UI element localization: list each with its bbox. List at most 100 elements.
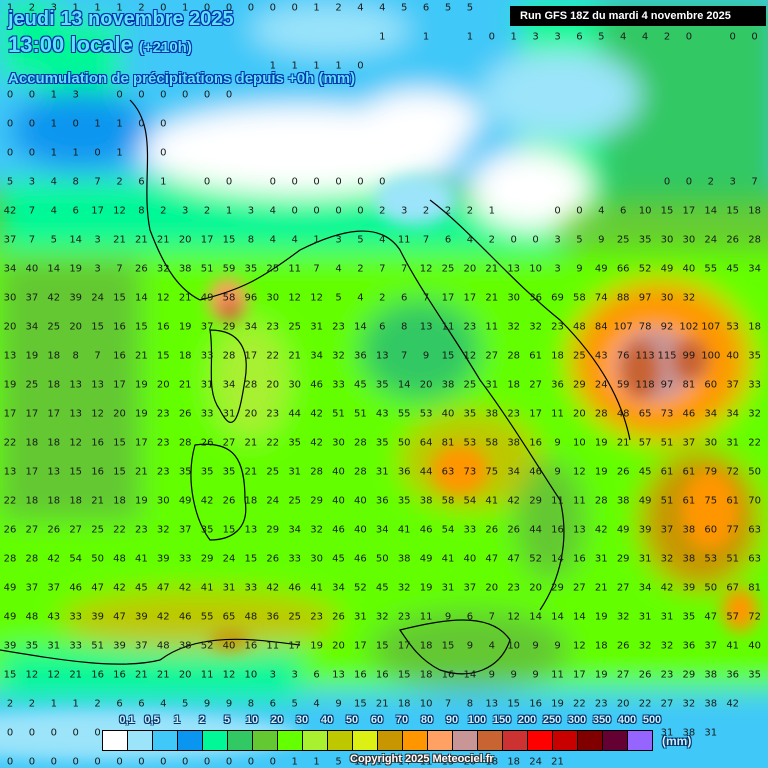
grid-value: 22 [3, 437, 17, 449]
grid-value: 0 [203, 2, 211, 14]
grid-value: 45 [332, 553, 345, 565]
grid-value: 35 [178, 466, 192, 478]
grid-value: 15 [113, 292, 126, 304]
grid-value: 8 [466, 698, 474, 710]
grid-value: 65 [638, 408, 652, 420]
grid-value: 30 [310, 553, 323, 565]
grid-value: 2 [379, 292, 386, 304]
grid-value: 19 [594, 466, 608, 478]
grid-value: 0 [160, 756, 167, 768]
grid-value: 26 [47, 524, 61, 536]
grid-value: 67 [726, 582, 740, 594]
legend-label: 40 [320, 714, 334, 726]
grid-value: 21 [135, 466, 148, 478]
grid-value: 81 [682, 379, 696, 391]
grid-value: 15 [156, 350, 170, 362]
grid-value: 29 [573, 379, 586, 391]
grid-value: 30 [507, 292, 521, 304]
legend-swatch [578, 731, 603, 750]
grid-value: 5 [6, 176, 14, 188]
grid-value: 12 [156, 292, 170, 304]
grid-value: 10 [638, 205, 652, 217]
grid-value: 4 [598, 205, 605, 217]
grid-value: 38 [397, 553, 411, 565]
grid-value: 0 [751, 31, 758, 43]
forecast-date: jeudi 13 novembre 2025 [8, 8, 234, 30]
grid-value: 0 [160, 89, 167, 101]
grid-value: 27 [660, 698, 674, 710]
grid-value: 19 [594, 437, 608, 449]
grid-value: 31 [47, 640, 61, 652]
grid-value: 42 [178, 582, 192, 594]
grid-value: 17 [529, 408, 542, 420]
legend-swatch [253, 731, 278, 750]
grid-value: 16 [529, 437, 542, 449]
grid-value: 14 [397, 379, 411, 391]
grid-value: 9 [598, 234, 605, 246]
grid-value: 33 [332, 379, 345, 391]
grid-value: 13 [47, 466, 61, 478]
grid-value: 31 [354, 611, 367, 623]
grid-value: 0 [160, 118, 167, 130]
grid-value: 16 [441, 669, 455, 681]
grid-value: 17 [25, 466, 39, 478]
grid-value: 38 [178, 263, 192, 275]
grid-value: 6 [422, 2, 430, 14]
grid-value: 22 [748, 437, 761, 449]
grid-value: 30 [288, 379, 302, 391]
grid-value: 20 [156, 379, 170, 391]
grid-value: 13 [419, 321, 433, 333]
grid-value: 24 [704, 234, 718, 246]
grid-value: 34 [25, 321, 39, 333]
grid-value: 0 [225, 2, 233, 14]
legend-label: 350 [592, 714, 612, 726]
grid-value: 43 [594, 350, 608, 362]
grid-value: 13 [3, 466, 17, 478]
grid-value: 33 [69, 640, 83, 652]
grid-value: 2 [138, 2, 145, 14]
grid-value: 63 [748, 524, 761, 536]
grid-value: 0 [685, 176, 693, 188]
grid-value: 18 [551, 350, 564, 362]
grid-value: 18 [507, 756, 521, 768]
grid-value: 28 [594, 408, 608, 420]
grid-value: 32 [332, 350, 345, 362]
grid-value: 21 [113, 234, 126, 246]
grid-value: 15 [135, 321, 148, 333]
grid-value: 15 [726, 205, 740, 217]
grid-value: 3 [554, 31, 561, 43]
grid-value: 4 [160, 698, 167, 710]
grid-value: 22 [266, 437, 280, 449]
grid-value: 9 [554, 640, 561, 652]
grid-value: 96 [244, 292, 258, 304]
grid-value: 26 [616, 466, 630, 478]
grid-value: 46 [288, 582, 302, 594]
grid-value: 0 [685, 31, 693, 43]
grid-value: 17 [354, 640, 367, 652]
grid-value: 59 [222, 263, 236, 275]
grid-value: 0 [291, 2, 298, 14]
grid-value: 43 [47, 611, 61, 623]
grid-value: 0 [203, 176, 211, 188]
grid-value: 34 [244, 321, 258, 333]
grid-value: 35 [397, 495, 411, 507]
legend-swatch [178, 731, 203, 750]
grid-value: 65 [222, 611, 236, 623]
grid-value: 49 [638, 495, 652, 507]
grid-value: 23 [135, 524, 148, 536]
grid-value: 23 [463, 321, 477, 333]
grid-value: 61 [529, 350, 542, 362]
grid-value: 79 [704, 466, 718, 478]
grid-value: 26 [726, 234, 740, 246]
grid-value: 61 [726, 495, 740, 507]
grid-value: 2 [488, 234, 495, 246]
grid-value: 18 [485, 756, 499, 768]
grid-value: 1 [6, 2, 14, 14]
grid-value: 13 [332, 669, 345, 681]
grid-value: 31 [310, 321, 323, 333]
grid-value: 0 [357, 205, 364, 217]
grid-value: 33 [200, 408, 214, 420]
grid-value: 1 [488, 205, 495, 217]
grid-value: 12 [507, 611, 521, 623]
